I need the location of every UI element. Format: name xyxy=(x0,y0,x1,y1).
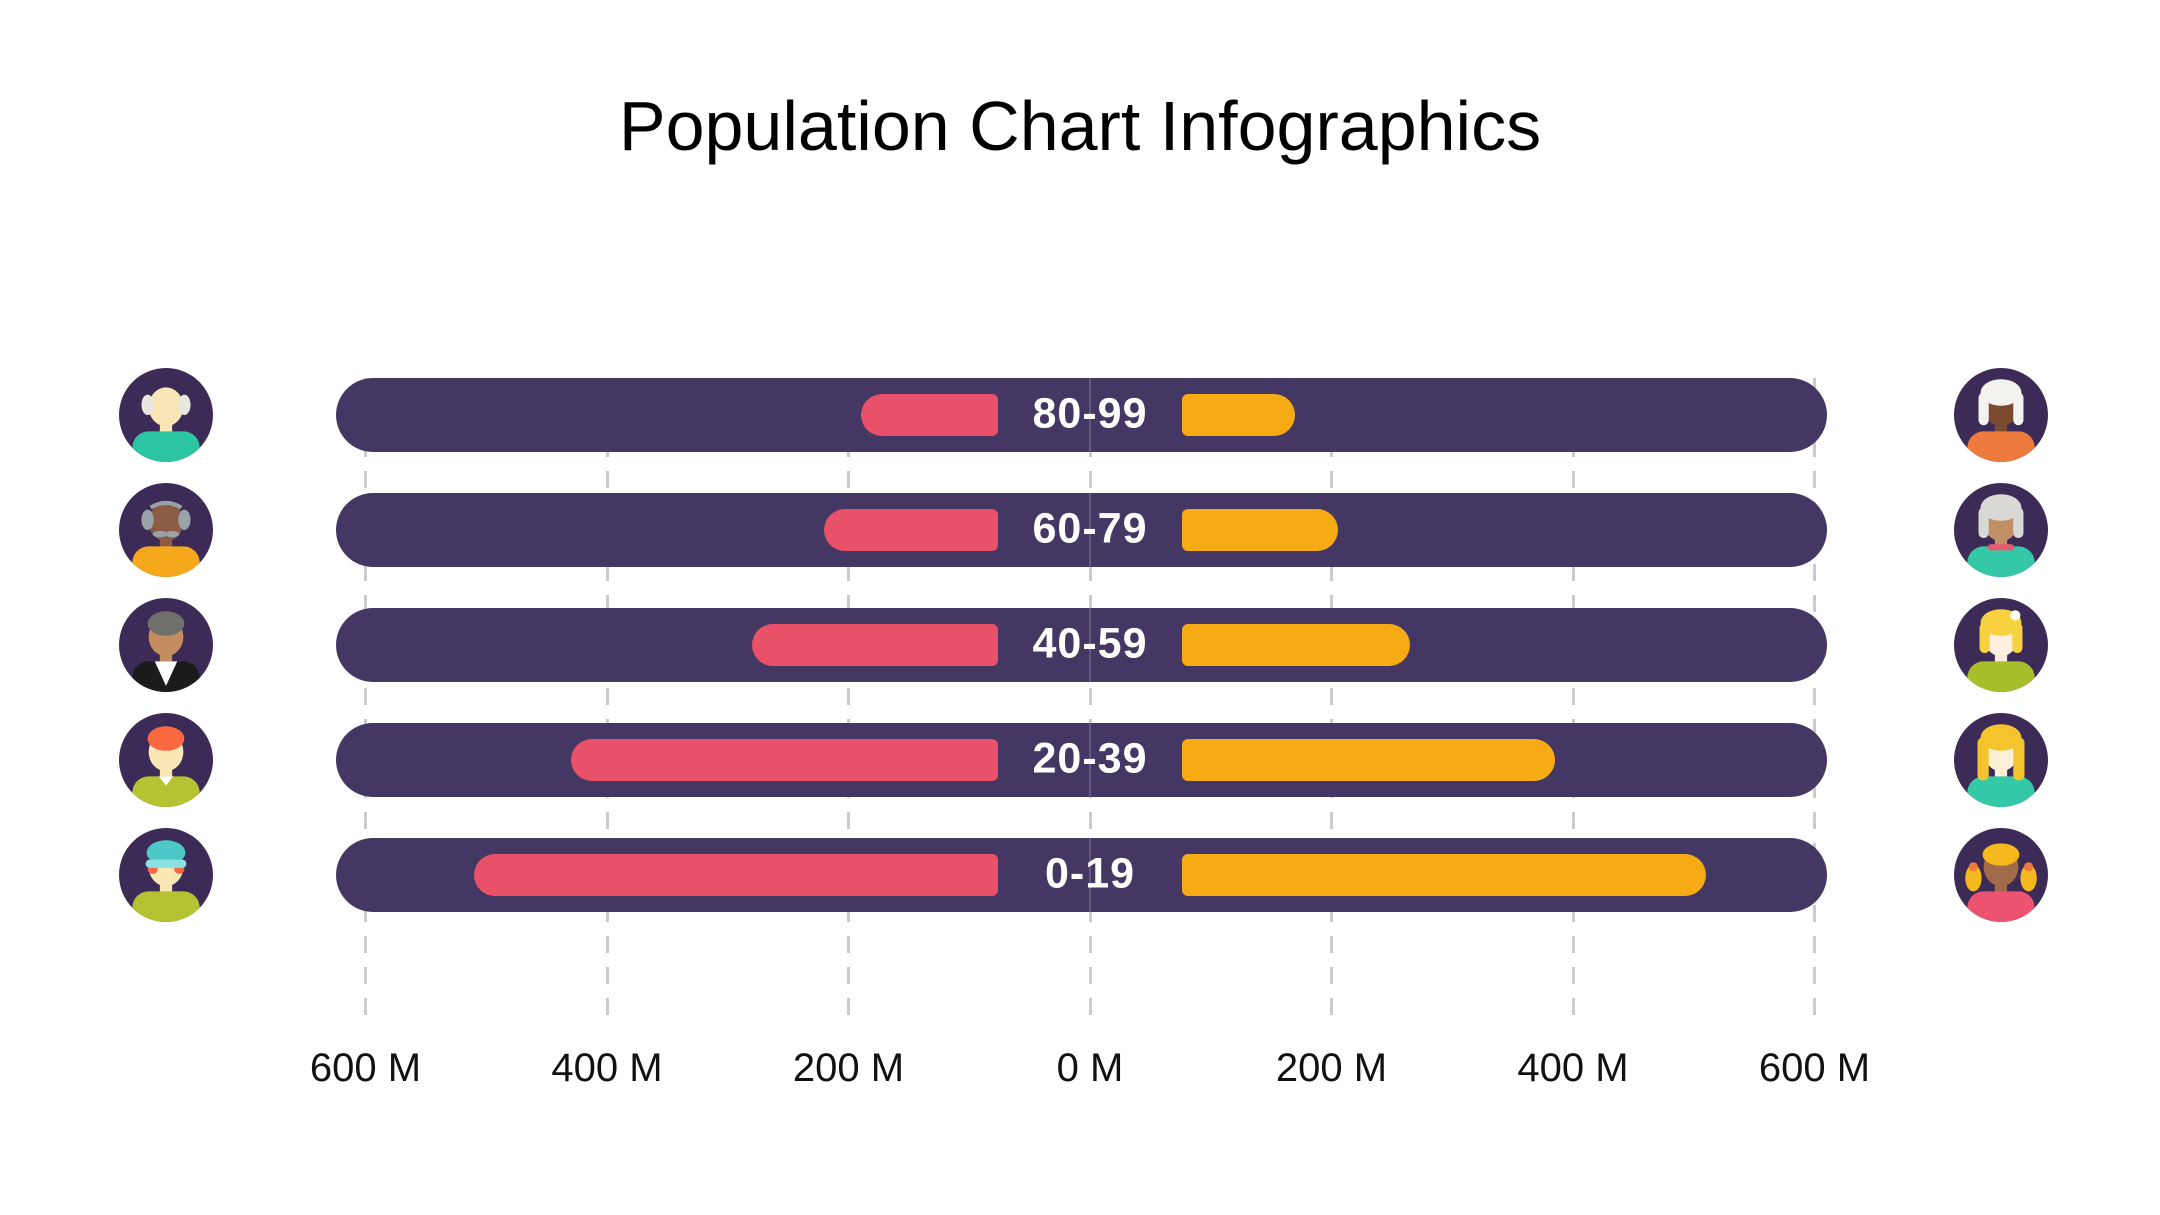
grid-line xyxy=(1813,378,1816,1028)
zero-axis-line xyxy=(1089,378,1091,452)
left-value-bar xyxy=(824,509,998,551)
avatar-middle-aged-woman-icon xyxy=(1954,598,2048,692)
axis-tick-label: 400 M xyxy=(1517,1046,1629,1090)
age-group-label: 80-99 xyxy=(1032,389,1148,438)
left-value-bar xyxy=(860,394,998,436)
grid-line xyxy=(1571,378,1575,1028)
age-group-label: 60-79 xyxy=(1032,504,1148,553)
population-row-track: 40-59 xyxy=(336,608,1827,682)
axis-tick-label: 200 M xyxy=(1275,1046,1388,1090)
person-figure xyxy=(119,368,213,462)
person-figure xyxy=(119,598,213,692)
person-figure xyxy=(1954,483,2048,577)
zero-axis-line xyxy=(1089,493,1091,567)
population-row-track: 80-99 xyxy=(336,378,1827,452)
axis-tick-label: 600 M xyxy=(309,1046,422,1090)
avatar-senior-man-icon xyxy=(119,483,213,577)
age-group-label: 20-39 xyxy=(1032,734,1148,783)
avatar-elderly-woman-icon xyxy=(1954,368,2048,462)
page-title: Population Chart Infographics xyxy=(618,87,1542,165)
right-value-bar xyxy=(1182,394,1296,436)
person-figure xyxy=(119,713,213,807)
right-value-bar xyxy=(1182,739,1555,781)
population-row-track: 20-39 xyxy=(336,723,1827,797)
zero-axis-line xyxy=(1089,608,1091,682)
person-figure xyxy=(1954,598,2048,692)
grid-line xyxy=(847,378,850,1028)
axis-tick-label: 400 M xyxy=(551,1046,663,1090)
axis-tick-label: 600 M xyxy=(1758,1046,1871,1090)
grid-line xyxy=(1088,378,1092,1028)
population-row-track: 60-79 xyxy=(336,493,1827,567)
right-value-bar xyxy=(1182,854,1706,896)
zero-axis-line xyxy=(1089,838,1091,912)
person-figure xyxy=(119,483,213,577)
grid-line xyxy=(1330,378,1333,1028)
avatar-girl-pigtails-icon xyxy=(1954,828,2048,922)
grid-line xyxy=(605,378,609,1028)
avatar-young-man-icon xyxy=(119,713,213,807)
avatar-young-woman-icon xyxy=(1954,713,2048,807)
person-figure xyxy=(1954,828,2048,922)
right-value-bar xyxy=(1182,624,1410,666)
axis-tick-label: 200 M xyxy=(792,1046,905,1090)
avatar-elderly-man-icon xyxy=(119,368,213,462)
left-value-bar xyxy=(474,854,998,896)
age-group-label: 0-19 xyxy=(1044,849,1136,898)
person-figure xyxy=(119,828,213,922)
avatar-senior-woman-icon xyxy=(1954,483,2048,577)
right-value-bar xyxy=(1182,509,1338,551)
person-figure xyxy=(1954,713,2048,807)
axis-tick-label: 0 M xyxy=(1056,1046,1124,1090)
left-value-bar xyxy=(570,739,998,781)
left-value-bar xyxy=(751,624,998,666)
age-group-label: 40-59 xyxy=(1032,619,1148,668)
zero-axis-line xyxy=(1089,723,1091,797)
grid-line xyxy=(364,378,367,1028)
population-row-track: 0-19 xyxy=(336,838,1827,912)
avatar-middle-aged-man-icon xyxy=(119,598,213,692)
avatar-boy-with-cap-icon xyxy=(119,828,213,922)
person-figure xyxy=(1954,368,2048,462)
